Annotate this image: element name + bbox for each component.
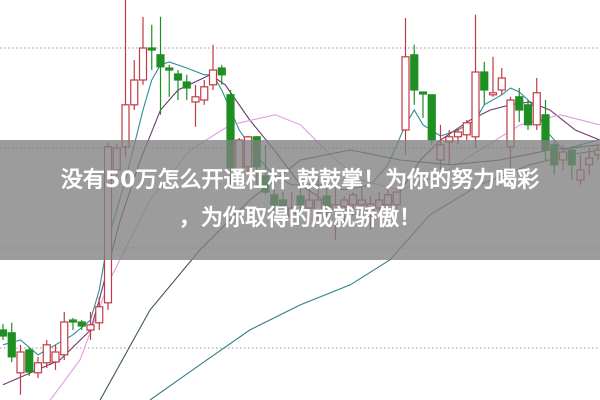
candle-body	[138, 47, 148, 81]
candle-body	[182, 81, 191, 89]
candle-up	[532, 78, 541, 130]
candle-body	[165, 67, 174, 71]
candle-down	[480, 62, 489, 105]
candle-body	[60, 321, 69, 356]
candle-body	[95, 306, 104, 324]
candle-down	[427, 94, 436, 145]
candle-up	[95, 296, 104, 330]
candle-body	[191, 96, 200, 103]
candle-down	[217, 64, 226, 85]
banner-line-2: ，为你取得的成就骄傲！	[178, 206, 421, 231]
candle-body	[471, 71, 480, 138]
candle-down	[418, 91, 428, 118]
candle-body	[16, 351, 25, 374]
candle-body	[130, 79, 139, 106]
candle-body	[515, 96, 524, 111]
candle-body	[453, 131, 463, 138]
candle-body	[42, 344, 51, 364]
candle-down	[0, 324, 8, 340]
candle-body	[427, 94, 436, 141]
candle-body	[147, 47, 156, 51]
candle-up	[497, 68, 506, 95]
candle-up	[33, 356, 43, 378]
candle-body	[532, 92, 541, 126]
candle-body	[156, 54, 165, 68]
candle-body	[488, 92, 498, 96]
candle-body	[462, 122, 471, 136]
candle-body	[480, 71, 489, 91]
candle-down	[7, 322, 16, 362]
candle-down	[523, 100, 533, 130]
candle-body	[418, 91, 428, 95]
candle-body	[200, 86, 209, 101]
candle-body	[173, 73, 183, 81]
candle-down	[165, 64, 174, 97]
candle-down	[515, 88, 524, 122]
candle-up	[121, 0, 130, 157]
candle-up	[200, 80, 209, 105]
candle-down	[77, 320, 86, 330]
candle-body	[77, 321, 86, 327]
candle-up	[86, 312, 95, 340]
candle-body	[497, 77, 506, 91]
candle-up	[130, 60, 139, 110]
candle-up	[51, 344, 60, 370]
candle-body	[68, 319, 78, 323]
candle-up	[16, 344, 25, 395]
candle-up	[191, 84, 200, 127]
candle-body	[7, 332, 16, 358]
candle-body	[208, 69, 218, 86]
candle-body	[51, 351, 60, 363]
banner-line-1: 没有50万怎么开通杠杆 鼓鼓掌！为你的努力喝彩	[60, 168, 540, 193]
candle-body	[33, 362, 43, 374]
candle-body	[401, 56, 410, 131]
title-banner: 没有50万怎么开通杠杆 鼓鼓掌！为你的努力喝彩 ，为你取得的成就骄傲！	[0, 140, 600, 260]
candle-body	[25, 349, 34, 373]
candle-up	[401, 18, 410, 155]
candle-down	[182, 74, 191, 100]
candle-up	[60, 312, 69, 360]
candle-up	[208, 44, 218, 90]
candle-body	[523, 104, 533, 126]
candle-body	[410, 54, 419, 91]
candle-body	[86, 324, 95, 331]
candle-up	[42, 340, 51, 368]
candle-down	[147, 24, 156, 70]
candle-up	[471, 14, 480, 148]
candle-up	[462, 120, 471, 140]
candle-up	[488, 56, 498, 97]
candle-down	[25, 348, 34, 376]
candle-down	[156, 16, 165, 115]
candle-up	[138, 16, 148, 85]
candle-down	[173, 70, 183, 100]
candle-body	[0, 329, 8, 337]
candle-down	[68, 318, 78, 330]
candle-body	[217, 67, 226, 76]
candle-down	[410, 44, 419, 105]
